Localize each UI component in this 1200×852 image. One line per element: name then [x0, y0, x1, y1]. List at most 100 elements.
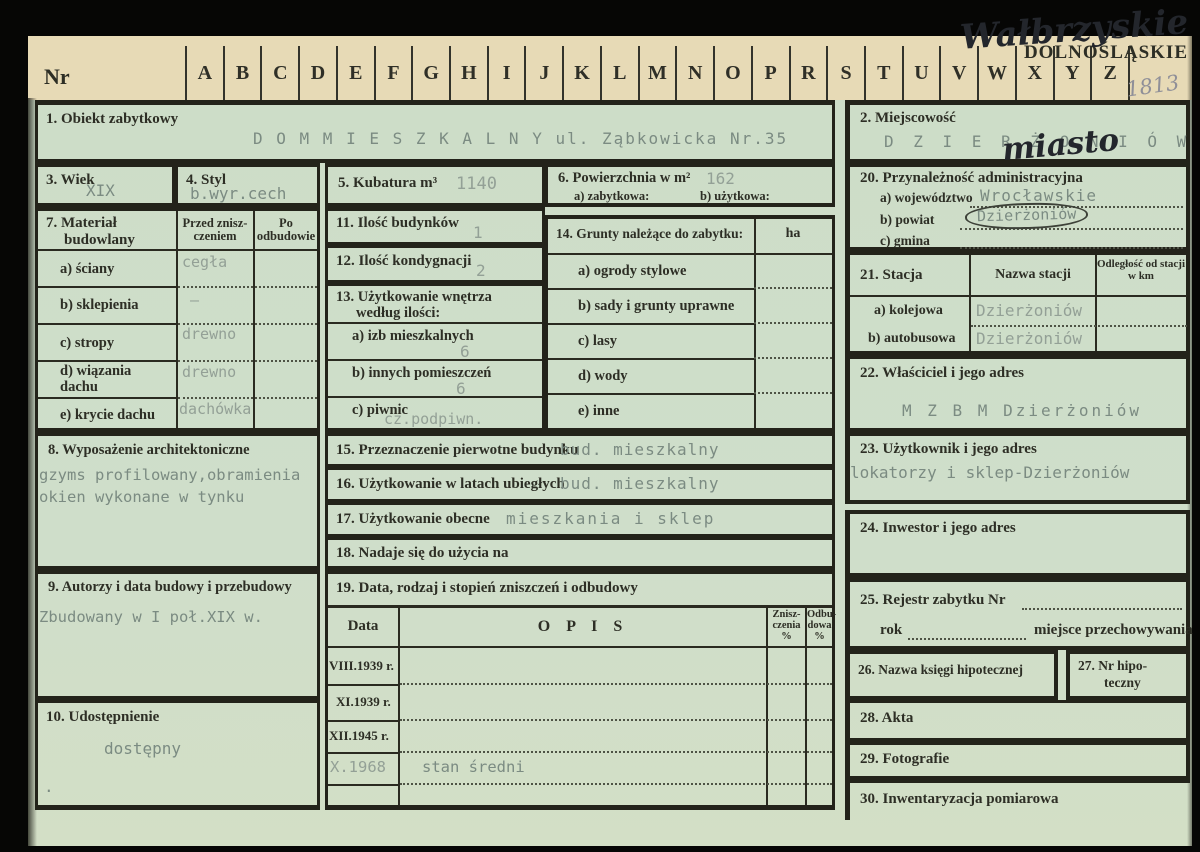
s10-typed-value: dostępny — [104, 739, 182, 758]
s20-label: 20. Przynależność administracyjna — [860, 170, 1083, 186]
s25-rok-label: rok — [880, 622, 903, 638]
s7-row-e-before-value: dachówka — [179, 400, 252, 418]
s14-row-a-label: a) ogrody stylowe — [578, 263, 687, 279]
section-2-miejscowosc: 2. Miejscowość D Z I E R Ż O N I Ó W mia… — [845, 100, 1192, 168]
s1-typed-value: D O M M I E S Z K A L N Y ul. Ząbkowicka… — [253, 129, 789, 148]
s21-row-a-label: a) kolejowa — [874, 303, 943, 318]
s7-row-line — [38, 360, 176, 362]
s2-typed-value: D Z I E R Ż O N I Ó W — [884, 132, 1192, 151]
s13-line — [328, 322, 542, 324]
s12-typed-value: 2 — [476, 261, 486, 280]
section-23-uzytkownik: 23. Użytkownik i jego adres lokatorzy i … — [845, 432, 1190, 504]
s19-title-underline — [328, 605, 832, 608]
s2-handwritten-miasto: miasto — [1000, 121, 1121, 169]
s5-label: 5. Kubatura m³ — [338, 175, 438, 191]
s21-vline-2 — [1095, 255, 1097, 351]
alphabet-cell: R — [788, 46, 827, 100]
s18-label: 18. Nadaje się do użycia na — [336, 545, 509, 561]
s19-row-line — [328, 752, 398, 754]
alphabet-cell: F — [373, 46, 412, 100]
s21-row-b-value: Dzierżoniów — [976, 329, 1082, 348]
s7-col2-header-line2: odbudowie — [256, 229, 316, 243]
s14-row-c-label: c) lasy — [578, 333, 618, 349]
s13-row-b-value: 6 — [456, 379, 466, 398]
s7-row-d-label: d) wiązania dachu — [60, 363, 132, 395]
s15-label: 15. Przeznaczenie pierwotne budynku — [336, 442, 579, 458]
s14-label: 14. Grunty należące do zabytku: — [556, 226, 744, 241]
s6-b-label: b) użytkowa: — [700, 189, 770, 203]
section-9-autorzy: 9. Autorzy i data budowy i przebudowy Zb… — [35, 570, 320, 700]
s20-a-fill-line — [970, 206, 1183, 208]
s8-typed-line1: gzyms profilowany,obramienia — [39, 466, 301, 484]
s14-row-d-label: d) wody — [578, 368, 628, 384]
alphabet-cell: M — [637, 46, 676, 100]
alphabet-cell: B — [222, 46, 261, 100]
s11-typed-value: 1 — [473, 223, 483, 242]
s30-label: 30. Inwentaryzacja pomiarowa — [860, 791, 1059, 807]
s21-row-a-value: Dzierżoniów — [976, 301, 1082, 320]
s19-row-2-date: XI.1939 r. — [336, 694, 391, 709]
s10-stray-mark: . — [44, 777, 54, 796]
s19-header-underline — [328, 646, 832, 648]
s25-nr-fill-line — [1022, 608, 1182, 610]
s13-row-b-label: b) innych pomieszczeń — [352, 365, 492, 381]
section-17-uzytkowanie-obecne: 17. Użytkowanie obecne mieszkania i skle… — [325, 502, 835, 537]
s13-row-a-value: 6 — [460, 342, 470, 361]
s19-row-4-opis: stan średni — [422, 758, 525, 776]
s7-row-dotline — [178, 323, 317, 325]
s6-a-label: a) zabytkowa: — [574, 189, 650, 203]
s7-row-b-before-value: – — [190, 291, 200, 309]
s7-col1-header-line1: Przed znisz- — [182, 216, 248, 230]
section-16-uzytkowanie-ubiegle: 16. Użytkowanie w latach ubiegłych bud. … — [325, 467, 835, 502]
s8-label: 8. Wyposażenie architektoniczne — [48, 442, 250, 458]
s19-col-zn-pct: % — [781, 631, 792, 642]
s6-typed-value: 162 — [706, 169, 735, 188]
s19-label: 19. Data, rodzaj i stopień zniszczeń i o… — [336, 580, 638, 596]
section-5-kubatura: 5. Kubatura m³ 1140 — [325, 163, 545, 207]
section-30-inwentaryzacja: 30. Inwentaryzacja pomiarowa — [845, 780, 1190, 820]
s13-line — [328, 359, 542, 361]
section-22-wlasciciel: 22. Właściciel i jego adres M Z B M Dzie… — [845, 355, 1190, 432]
s25-rok-fill-line — [908, 638, 1026, 640]
s20-b-typed-value: Dzierżoniów — [976, 204, 1077, 226]
s3-label: 3. Wiek — [46, 172, 95, 188]
s17-typed-value: mieszkania i sklep — [506, 509, 716, 528]
s19-row-dotline — [400, 683, 832, 685]
s14-unit-label: ha — [785, 226, 801, 241]
s7-col1-header-line2: czeniem — [193, 229, 237, 243]
s20-b-fill-line — [960, 228, 1183, 230]
form-body-background — [28, 100, 1192, 846]
s14-row-dotline — [754, 392, 832, 394]
s19-row-dotline — [400, 719, 832, 721]
alphabet-cell: V — [939, 46, 977, 100]
s27-label-line2: teczny — [1104, 675, 1141, 690]
s11-label: 11. Ilość budynków — [336, 215, 459, 231]
s21-label: 21. Stacja — [860, 267, 923, 283]
section-15-przeznaczenie: 15. Przeznaczenie pierwotne budynku bud.… — [325, 432, 835, 467]
s7-row-line — [38, 323, 176, 325]
section-29-fotografie: 29. Fotografie — [845, 742, 1190, 780]
s13-label-line1: 13. Użytkowanie wnętrza — [336, 289, 492, 305]
alphabet-cell: S — [826, 46, 864, 100]
s7-row-c-before-value: drewno — [182, 325, 237, 343]
section-25-rejestr: 25. Rejestr zabytku Nr rok miejsce przec… — [845, 577, 1193, 650]
s8-typed-line2: okien wykonane w tynku — [39, 488, 245, 506]
alphabet-cell: D — [298, 46, 336, 100]
s5-typed-value: 1140 — [456, 174, 497, 194]
s7-row-e-label: e) krycie dachu — [60, 407, 156, 423]
s19-col-opis-header: O P I S — [537, 618, 629, 635]
alphabet-cell: N — [675, 46, 713, 100]
card-number-handwritten: 1813 — [1124, 70, 1181, 102]
section-7-material-budowlany: 7. Materiał budowlany Przed znisz- czeni… — [35, 207, 320, 432]
s1-label: 1. Obiekt zabytkowy — [46, 111, 179, 127]
s7-label-line1: 7. Materiał — [46, 215, 117, 231]
s26-label: 26. Nazwa księgi hipotecznej — [858, 662, 1023, 677]
s22-typed-value: M Z B M Dzierżoniów — [902, 401, 1143, 420]
alphabet-cell: X — [1014, 46, 1053, 100]
alphabet-cell: Z — [1090, 46, 1130, 100]
s21-col-name-header: Nazwa stacji — [995, 267, 1071, 282]
s28-label: 28. Akta — [860, 710, 914, 726]
s25-place-label: miejsce przechowywania — [1034, 622, 1193, 638]
section-6-powierzchnia: 6. Powierzchnia w m² 162 a) zabytkowa: b… — [545, 163, 835, 207]
